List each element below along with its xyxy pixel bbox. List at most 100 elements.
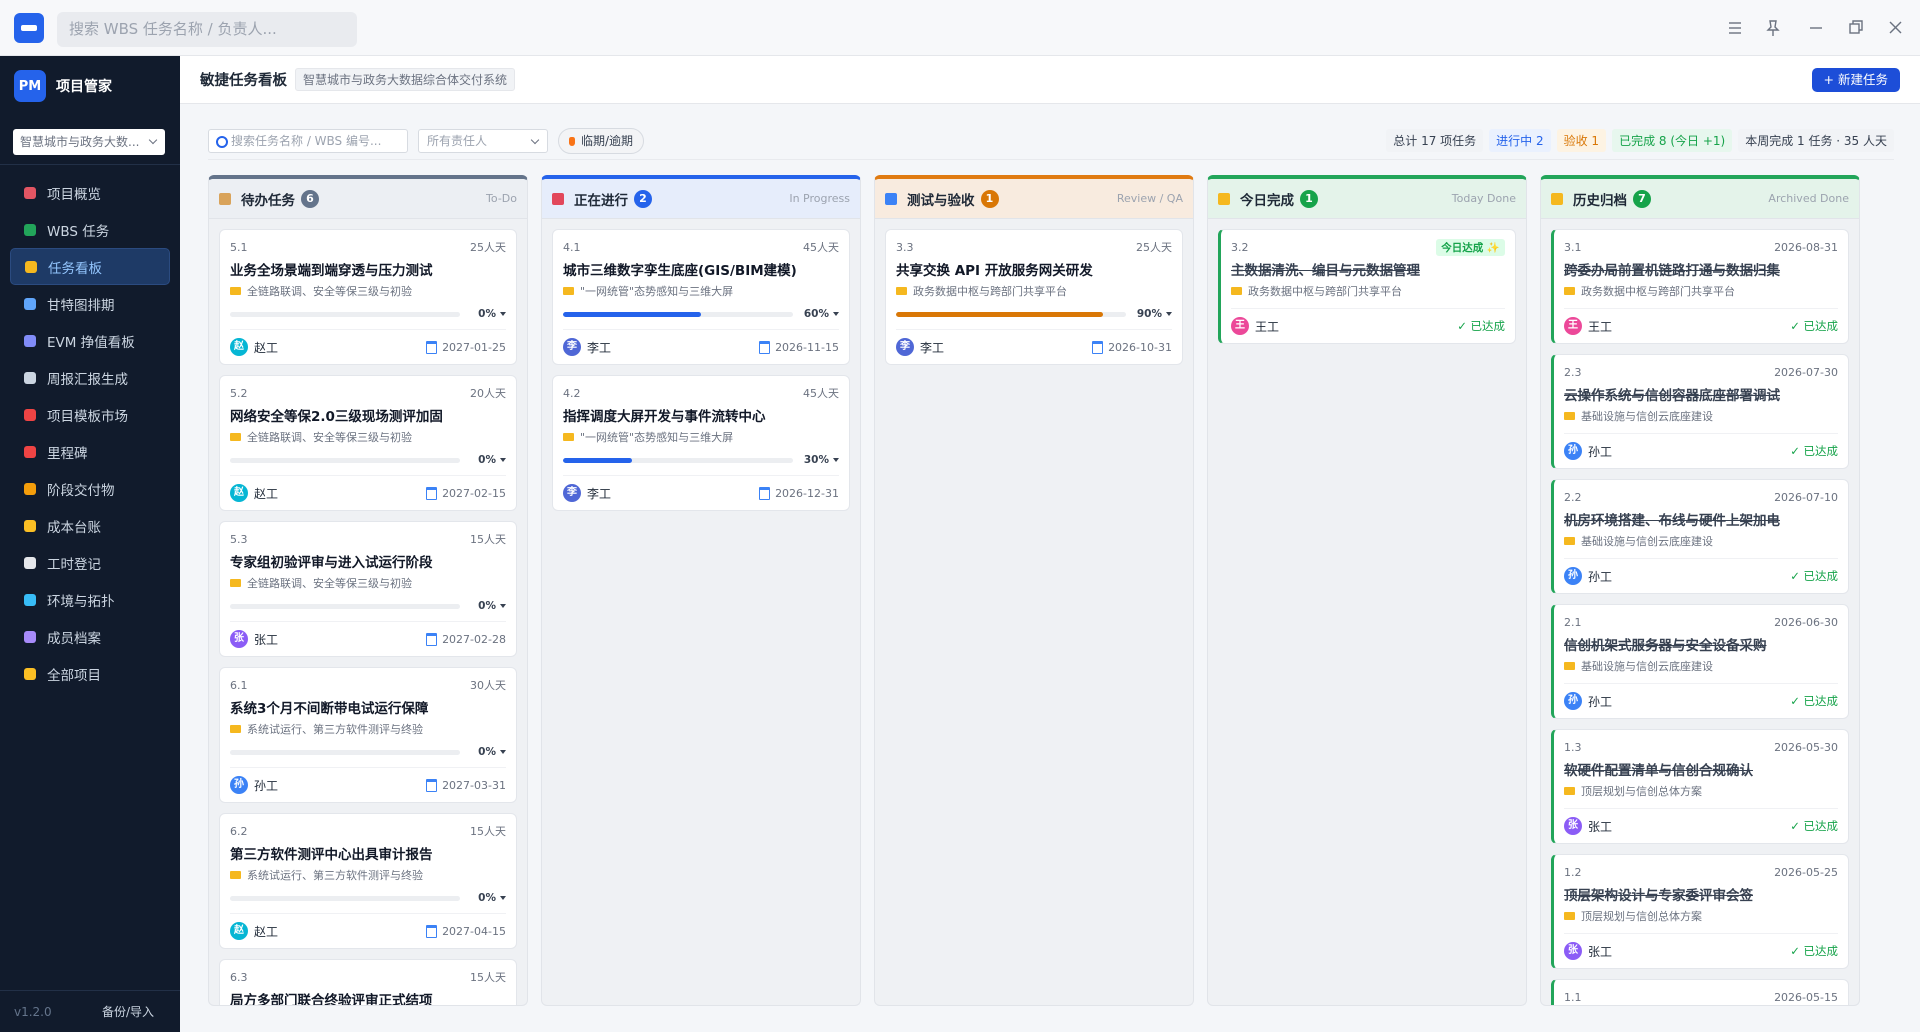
task-id: 5.3 — [230, 532, 248, 546]
task-card[interactable]: 5.3 15人天 专家组初验评审与进入试运行阶段 全链路联调、安全等保三级与初验 0% 张… — [219, 521, 517, 657]
nav-item[interactable]: 环境与拓扑 — [10, 581, 170, 618]
progress-menu[interactable] — [1166, 312, 1172, 316]
task-card[interactable]: 4.1 45人天 城市三维数字孪生底座(GIS/BIM建模) "一网统管"态势感知与三… — [552, 229, 850, 365]
nav-item[interactable]: EVM 挣值看板 — [10, 322, 170, 359]
nav-item[interactable]: 项目模板市场 — [10, 396, 170, 433]
nav-item[interactable]: 周报汇报生成 — [10, 359, 170, 396]
global-search[interactable]: 搜索 WBS 任务名称 / 负责人... — [57, 12, 357, 47]
pin-button[interactable] — [1766, 20, 1780, 36]
task-id: 2.1 — [1564, 615, 1582, 629]
brand-mark: PM — [14, 70, 46, 102]
new-task-button[interactable]: + 新建任务 — [1811, 68, 1900, 92]
task-card[interactable]: 2.3 2026-07-30 云操作系统与信创容器底座部署调试 基础设施与信创云底座建… — [1551, 354, 1849, 469]
card-list: 4.1 45人天 城市三维数字孪生底座(GIS/BIM建模) "一网统管"态势感知与三… — [542, 219, 860, 511]
nav-item[interactable]: 里程碑 — [10, 433, 170, 470]
nav-icon — [24, 593, 36, 606]
progress-menu[interactable] — [833, 312, 839, 316]
nav-item[interactable]: 甘特图排期 — [10, 285, 170, 322]
task-id: 1.2 — [1564, 865, 1582, 879]
card-footer: 孙孙工 ✓ 已达成 — [1564, 683, 1838, 710]
card-footer: 李李工 2026-10-31 — [896, 329, 1172, 356]
done-status: ✓ 已达成 — [1790, 819, 1838, 833]
progress-menu[interactable] — [500, 458, 506, 462]
task-card[interactable]: 6.2 15人天 第三方软件测评中心出具审计报告 系统试运行、第三方软件测评与终验 0%… — [219, 813, 517, 949]
column-count: 7 — [1633, 189, 1651, 208]
task-group: "一网统管"态势感知与三维大屏 — [563, 283, 839, 299]
nav-item[interactable]: 工时登记 — [10, 544, 170, 581]
task-id: 6.3 — [230, 970, 248, 984]
task-group: 基础设施与信创云底座建设 — [1564, 533, 1838, 549]
card-footer: 孙孙工 ✓ 已达成 — [1564, 433, 1838, 460]
backup-link[interactable]: 备份/导入 — [101, 1005, 154, 1019]
task-title: 系统3个月不间断带电试运行保障 — [230, 701, 429, 717]
divider — [0, 164, 180, 165]
nav-item[interactable]: 全部项目 — [10, 655, 170, 692]
progress-menu[interactable] — [500, 896, 506, 900]
due-date: 2026-12-31 — [759, 487, 839, 500]
task-group: 基础设施与信创云底座建设 — [1564, 658, 1838, 674]
nav-icon — [24, 482, 36, 495]
card-list: 5.1 25人天 业务全场景端到端穿透与压力测试 全链路联调、安全等保三级与初验 0% 赵… — [209, 219, 527, 1005]
assignee: 李工 — [587, 486, 612, 501]
task-group: 政务数据中枢与跨部门共享平台 — [1231, 283, 1505, 299]
avatar: 张 — [1564, 817, 1582, 835]
assignee-select[interactable]: 所有责任人 — [418, 128, 548, 153]
nav-label: WBS 任务 — [47, 223, 110, 240]
task-card[interactable]: 6.3 15人天 局方多部门联合终验评审正式结项 — [219, 959, 517, 1005]
due-date: 2026-10-31 — [1092, 341, 1172, 354]
nav-item[interactable]: WBS 任务 — [10, 211, 170, 248]
card-meta: 6.2 15人天 — [230, 823, 506, 839]
task-card[interactable]: 3.2 今日达成 ✨ 主数据清洗、编目与元数据管理 政务数据中枢与跨部门共享平台王王工… — [1218, 229, 1516, 344]
progress: 60% — [563, 308, 839, 320]
column-count: 2 — [634, 189, 652, 208]
nav-item[interactable]: 成本台账 — [10, 507, 170, 544]
card-meta: 4.1 45人天 — [563, 239, 839, 255]
progress: 30% — [563, 454, 839, 466]
task-card[interactable]: 5.2 20人天 网络安全等保2.0三级现场测评加固 全链路联调、安全等保三级与初验 0… — [219, 375, 517, 511]
column-count: 1 — [1300, 189, 1318, 208]
task-title: 网络安全等保2.0三级现场测评加固 — [230, 409, 443, 425]
progress-label: 0% — [478, 600, 496, 612]
nav-label: 工时登记 — [47, 556, 101, 573]
nav-item[interactable]: 成员档案 — [10, 618, 170, 655]
column-icon — [1218, 192, 1230, 205]
page-header: 敏捷任务看板 智慧城市与政务大数据综合体交付系统 + 新建任务 — [180, 56, 1920, 104]
task-card[interactable]: 2.2 2026-07-10 机房环境搭建、布线与硬件上架加电 基础设施与信创云底座建… — [1551, 479, 1849, 594]
progress-menu[interactable] — [500, 312, 506, 316]
column-title: 待办任务 — [241, 192, 295, 209]
task-card[interactable]: 6.1 30人天 系统3个月不间断带电试运行保障 系统试运行、第三方软件测评与终验 0%… — [219, 667, 517, 803]
card-footer: 王王工 ✓ 已达成 — [1231, 308, 1505, 335]
assignee: 孙工 — [1588, 444, 1613, 459]
card-meta: 1.2 2026-05-25 — [1564, 864, 1838, 880]
page-title: 敏捷任务看板 — [200, 73, 287, 89]
due-filter[interactable]: 临期/逾期 — [558, 127, 645, 154]
card-meta: 3.2 今日达成 ✨ — [1231, 238, 1505, 256]
assignee: 孙工 — [254, 778, 279, 793]
restore-button[interactable] — [1849, 20, 1863, 34]
project-select[interactable]: 智慧城市与政务大数... — [13, 129, 165, 155]
task-card[interactable]: 4.2 45人天 指挥调度大屏开发与事件流转中心 "一网统管"态势感知与三维大屏 30%… — [552, 375, 850, 511]
column-title: 今日完成 — [1240, 192, 1294, 209]
progress-menu[interactable] — [500, 750, 506, 754]
task-card[interactable]: 5.1 25人天 业务全场景端到端穿透与压力测试 全链路联调、安全等保三级与初验 0% 赵… — [219, 229, 517, 365]
progress-menu[interactable] — [833, 458, 839, 462]
close-button[interactable] — [1889, 21, 1902, 34]
task-card[interactable]: 2.1 2026-06-30 信创机架式服务器与安全设备采购 基础设施与信创云底座建设… — [1551, 604, 1849, 719]
nav-item[interactable]: 任务看板 — [10, 248, 170, 285]
sidebar: PM 项目管家 智慧城市与政务大数... 项目概览 WBS 任务 任务看板 甘特图排期 E… — [0, 56, 180, 1032]
assignee: 张工 — [1588, 944, 1613, 959]
nav-item[interactable]: 项目概览 — [10, 174, 170, 211]
task-card[interactable]: 1.3 2026-05-30 软硬件配置清单与信创合规确认 顶层规划与信创总体方案张张… — [1551, 729, 1849, 844]
done-status: ✓ 已达成 — [1790, 569, 1838, 583]
progress: 0% — [230, 308, 506, 320]
nav-item[interactable]: 阶段交付物 — [10, 470, 170, 507]
task-search[interactable]: 搜索任务名称 / WBS 编号... — [208, 128, 408, 153]
task-card[interactable]: 3.3 25人天 共享交换 API 开放服务网关研发 政务数据中枢与跨部门共享平台 90… — [885, 229, 1183, 365]
avatar: 孙 — [230, 776, 248, 794]
task-card[interactable]: 3.1 2026-08-31 跨委办局前置机链路打通与数据归集 政务数据中枢与跨部门共… — [1551, 229, 1849, 344]
progress-menu[interactable] — [500, 604, 506, 608]
task-card[interactable]: 1.2 2026-05-25 顶层架构设计与专家委评审会签 顶层规划与信创总体方案张张… — [1551, 854, 1849, 969]
menu-button[interactable] — [1729, 22, 1741, 34]
column-subtitle: Today Done — [1451, 192, 1516, 205]
